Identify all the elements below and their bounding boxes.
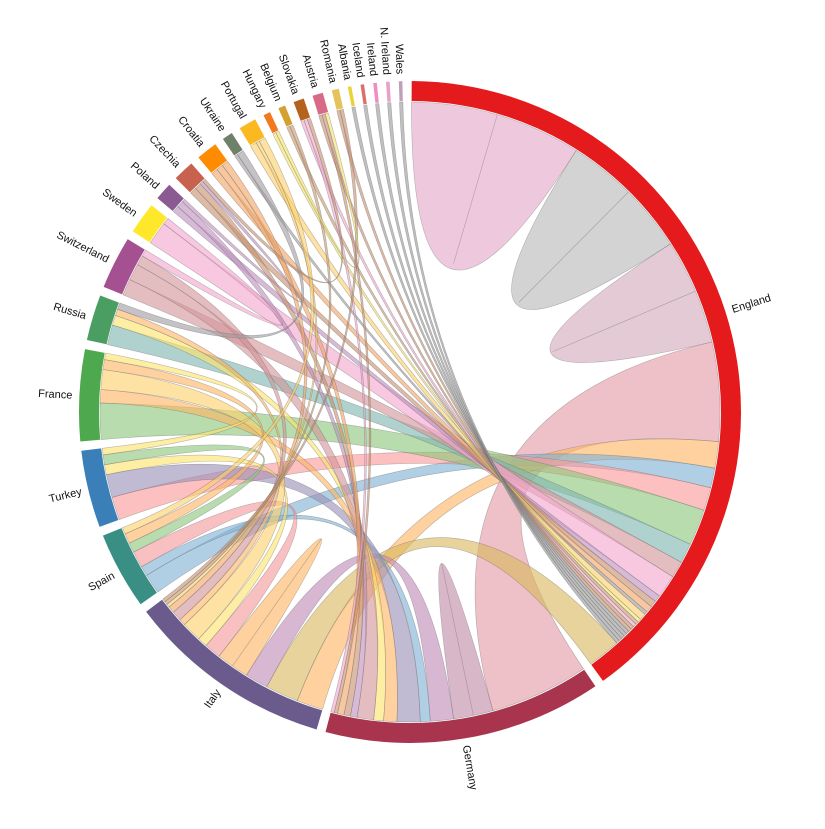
ribbon-england-to-england[interactable] bbox=[511, 149, 671, 310]
label-england: England bbox=[730, 292, 772, 316]
arc-wales[interactable] bbox=[398, 81, 403, 102]
ribbon-turkey-to-france[interactable] bbox=[101, 352, 258, 456]
arc-ireland[interactable] bbox=[373, 82, 379, 103]
label-switzerland: Switzerland bbox=[55, 229, 111, 265]
arc-france[interactable] bbox=[78, 349, 105, 442]
label-portugal: Portugal bbox=[218, 79, 249, 121]
ribbon-spain-to-france[interactable] bbox=[102, 359, 264, 544]
arc-turkey[interactable] bbox=[81, 448, 119, 527]
label-turkey: Turkey bbox=[48, 486, 84, 506]
ribbon-england-to-germany[interactable] bbox=[474, 341, 721, 712]
arc-portugal[interactable] bbox=[239, 119, 265, 146]
ribbon-sweden-to-switzerland[interactable] bbox=[141, 217, 284, 326]
arc-spain[interactable] bbox=[102, 528, 157, 605]
ribbon-germany-to-slovakia[interactable] bbox=[303, 119, 367, 713]
ribbon-germany-to-austria[interactable] bbox=[321, 113, 372, 714]
arc-belgium[interactable] bbox=[278, 105, 293, 127]
label-russia: Russia bbox=[52, 301, 88, 322]
arc-ukraine[interactable] bbox=[222, 133, 243, 156]
label-austria: Austria bbox=[300, 53, 321, 90]
arc-germany[interactable] bbox=[325, 669, 596, 743]
ribbon-germany-to-italy[interactable] bbox=[245, 553, 454, 722]
arc-croatia[interactable] bbox=[198, 144, 228, 173]
arc-hungary[interactable] bbox=[263, 112, 279, 134]
label-sweden: Sweden bbox=[100, 187, 139, 220]
arc-austria[interactable] bbox=[312, 92, 329, 115]
arc-iceland[interactable] bbox=[360, 84, 367, 105]
label-ukraine: Ukraine bbox=[197, 96, 228, 134]
arc-poland[interactable] bbox=[157, 184, 184, 211]
ribbon-spain-to-turkey[interactable] bbox=[102, 444, 265, 553]
arc-switzerland[interactable] bbox=[103, 239, 145, 295]
ribbon-poland-to-czechia[interactable] bbox=[181, 181, 302, 303]
label-n-ireland: N. Ireland bbox=[377, 27, 392, 75]
arc-romania[interactable] bbox=[331, 88, 344, 110]
arc-n-ireland[interactable] bbox=[386, 81, 391, 102]
ribbon-england-to-wales[interactable] bbox=[399, 101, 620, 644]
label-poland: Poland bbox=[128, 160, 162, 192]
ribbon-england-to-italy[interactable] bbox=[266, 537, 618, 702]
ribbon-czechia-to-slovakia[interactable] bbox=[202, 118, 344, 284]
label-spain: Spain bbox=[86, 570, 116, 594]
label-france: France bbox=[38, 388, 73, 402]
ribbon-spain-to-portugal[interactable] bbox=[122, 137, 315, 535]
arc-czechia[interactable] bbox=[175, 163, 205, 193]
ribbon-russia-to-ukraine[interactable] bbox=[117, 150, 305, 339]
ribbon-hungary-to-austria[interactable] bbox=[275, 112, 360, 268]
arcs-layer bbox=[78, 81, 741, 743]
arc-sweden[interactable] bbox=[132, 205, 168, 243]
ribbon-italy-to-spain[interactable] bbox=[133, 500, 298, 657]
arc-slovakia[interactable] bbox=[293, 98, 311, 121]
label-croatia: Croatia bbox=[175, 114, 207, 150]
label-italy: Italy bbox=[202, 687, 224, 711]
label-germany: Germany bbox=[460, 744, 479, 791]
arc-albania[interactable] bbox=[347, 86, 355, 107]
label-iceland: Iceland bbox=[349, 42, 366, 79]
ribbon-italy-to-romania[interactable] bbox=[162, 108, 358, 603]
arc-italy[interactable] bbox=[146, 599, 323, 730]
ribbon-italy-to-france[interactable] bbox=[100, 369, 285, 640]
ribbons-layer bbox=[99, 101, 721, 723]
ribbon-italy-to-italy[interactable] bbox=[218, 538, 323, 676]
label-czechia: Czechia bbox=[146, 133, 183, 171]
label-wales: Wales bbox=[393, 44, 406, 75]
ribbon-italy-to-turkey[interactable] bbox=[104, 454, 288, 646]
ribbon-england-to-england[interactable] bbox=[411, 101, 577, 271]
ribbon-england-to-england[interactable] bbox=[549, 243, 713, 363]
arc-russia[interactable] bbox=[86, 295, 119, 345]
label-ireland: Ireland bbox=[364, 42, 380, 77]
ribbon-germany-to-germany[interactable] bbox=[438, 563, 494, 720]
